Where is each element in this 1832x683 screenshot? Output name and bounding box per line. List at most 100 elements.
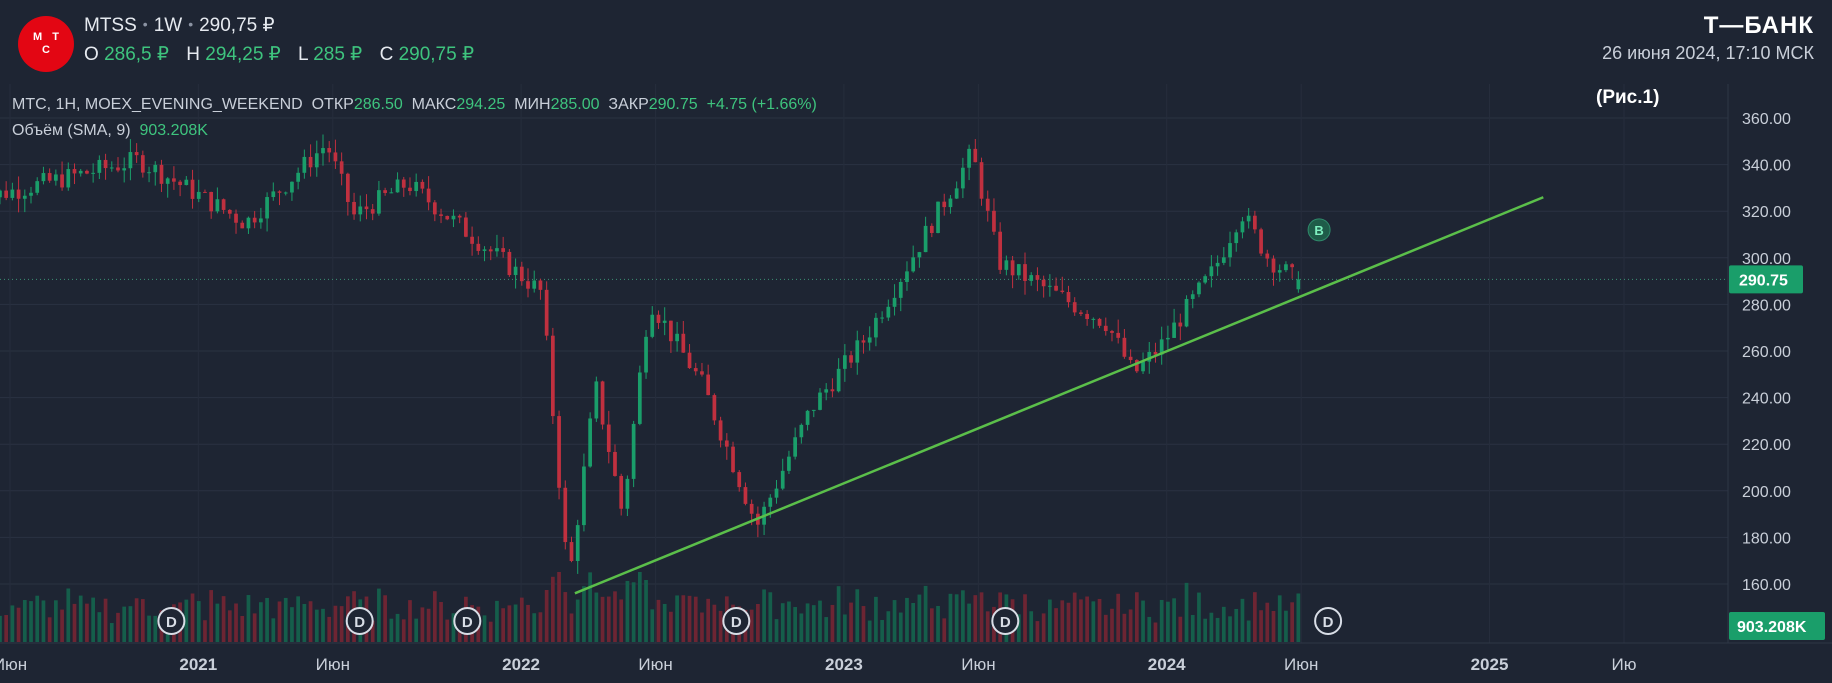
candle-body	[842, 355, 847, 369]
candle-body	[1159, 339, 1164, 355]
candle-body	[196, 191, 201, 199]
volume-bar	[656, 599, 661, 642]
volume-bar	[54, 600, 58, 642]
candle-body	[451, 215, 456, 220]
volume-bar	[72, 603, 77, 642]
dividend-marker-icon[interactable]: D	[453, 607, 482, 635]
volume-bar	[283, 597, 288, 642]
y-tick-label: 320.00	[1742, 204, 1791, 221]
candle-body	[923, 225, 928, 253]
candle-body	[190, 179, 195, 199]
x-tick-label: Ию	[1612, 655, 1637, 674]
volume-bar	[1296, 593, 1301, 642]
candle-body	[246, 217, 251, 229]
volume-bar	[1166, 601, 1170, 642]
candle-body	[569, 542, 574, 562]
volume-bar	[675, 595, 679, 642]
dividend-marker-letter: D	[1323, 614, 1334, 631]
candle-body	[1128, 356, 1133, 361]
candle-body	[78, 170, 83, 174]
candle-body	[420, 181, 425, 189]
candle-body	[644, 336, 648, 373]
candle-body	[563, 487, 568, 543]
ticker-symbol[interactable]: MTSS	[84, 15, 137, 36]
volume-bar	[1085, 596, 1089, 642]
candle-body	[743, 487, 748, 504]
volume-bar	[1259, 610, 1263, 642]
volume-bar	[401, 619, 406, 642]
x-tick-label: Июн	[316, 655, 350, 674]
volume-legend-label[interactable]: Объём (SMA, 9)	[12, 122, 131, 139]
candle-body	[718, 420, 723, 441]
candle-body	[383, 190, 387, 193]
volume-bar	[1197, 592, 1201, 642]
candle-body	[892, 297, 897, 307]
candle-body	[1259, 229, 1263, 254]
volume-bar	[544, 589, 549, 642]
candle-body	[308, 156, 313, 168]
candle-body	[998, 231, 1003, 270]
candle-body	[886, 306, 891, 318]
volume-bar	[1265, 602, 1270, 642]
candle-body	[724, 440, 729, 447]
candle-body	[1153, 351, 1158, 355]
volume-bar	[880, 619, 884, 642]
legend-symbol[interactable]: МТС, 1Н, MOEX_EVENING_WEEKEND	[12, 96, 303, 113]
x-tick-label: Июн	[0, 655, 27, 674]
volume-bar	[85, 603, 89, 642]
volume-bar	[196, 601, 201, 642]
dividend-marker-icon[interactable]: D	[991, 607, 1020, 635]
candle-body	[656, 314, 661, 323]
candle-body	[221, 199, 226, 210]
candle-body	[165, 178, 170, 184]
candle-body	[1035, 275, 1040, 280]
volume-bar	[911, 602, 916, 642]
candle-body	[1060, 290, 1065, 293]
candle-body	[749, 503, 754, 514]
volume-bar	[1234, 608, 1239, 642]
candle-body	[985, 198, 990, 211]
dividend-marker-icon[interactable]: D	[345, 607, 374, 635]
volume-bar	[867, 620, 872, 642]
candle-body	[370, 209, 375, 214]
volume-bar	[551, 576, 555, 642]
volume-bar	[929, 608, 934, 642]
volume-bar	[122, 606, 127, 642]
trendline[interactable]	[574, 196, 1544, 595]
candle-body	[1166, 337, 1170, 340]
legend-change: +4.75 (+1.66%)	[706, 96, 817, 113]
candle-body	[240, 222, 245, 229]
volume-bar	[799, 613, 804, 642]
dividend-marker-letter: D	[166, 614, 177, 631]
buy-signal-icon[interactable]: B	[1307, 218, 1331, 242]
interval[interactable]: 1W	[153, 15, 183, 36]
volume-bar	[625, 580, 630, 642]
candle-body	[85, 170, 89, 174]
candle-body	[818, 392, 822, 410]
volume-bar	[569, 613, 574, 642]
dividend-marker-icon[interactable]: D	[1314, 607, 1343, 635]
candle-body	[606, 424, 611, 452]
dividend-marker-icon[interactable]: D	[157, 607, 186, 635]
volume-bar	[482, 615, 487, 642]
candle-body	[973, 148, 978, 163]
candle-body	[1004, 260, 1009, 270]
volume-bar	[209, 590, 214, 642]
candle-body	[706, 374, 711, 396]
volume-bar	[221, 596, 226, 642]
dividend-marker-icon[interactable]: D	[722, 607, 751, 635]
volume-bar	[10, 605, 15, 642]
candle-body	[737, 472, 742, 488]
ohlc-open-label: O	[84, 44, 99, 65]
volume-bar	[1253, 592, 1257, 642]
candle-body	[1284, 264, 1288, 271]
dividend-marker-letter: D	[731, 614, 742, 631]
candle-body	[830, 389, 835, 392]
volume-bar	[718, 610, 723, 642]
candle-body	[501, 248, 506, 252]
candle-body	[1228, 243, 1232, 258]
candle-body	[874, 317, 878, 338]
volume-bar	[227, 610, 232, 642]
candle-body	[91, 172, 95, 174]
